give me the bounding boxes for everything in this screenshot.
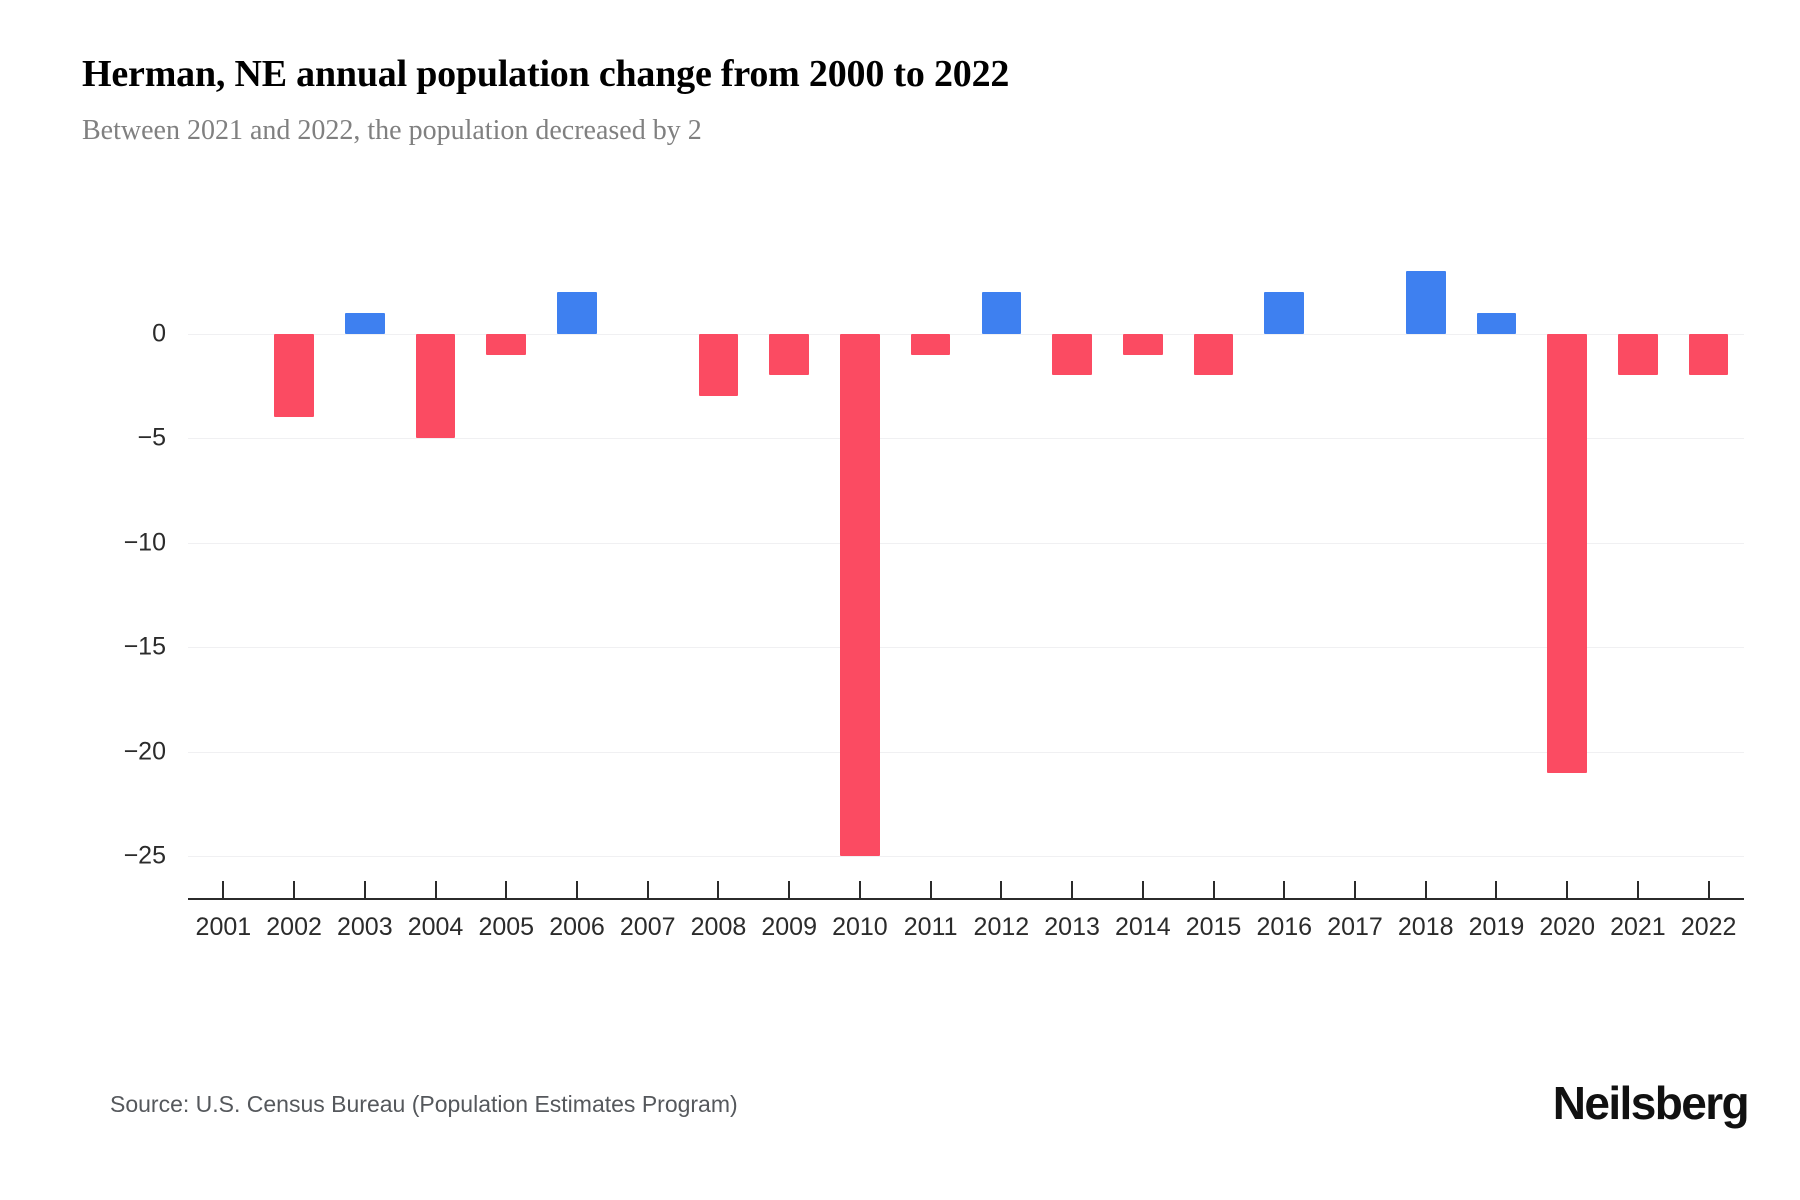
x-axis-tick-2015 [1212,881,1215,898]
y-axis-tick-label: −5 [137,423,166,452]
bar-2009[interactable] [769,333,809,376]
chart-header: Herman, NE annual population change from… [82,50,1722,150]
x-axis-tick-label-2003: 2003 [337,913,393,941]
y-axis-tick-label: −15 [123,632,166,661]
y-axis-tick-label: 0 [152,319,166,348]
bar-2016[interactable] [1264,291,1305,334]
bar-2005[interactable] [486,333,527,355]
x-axis-tick-2002 [293,881,296,898]
bar-2002[interactable] [274,333,314,418]
bar-2018[interactable] [1405,270,1446,334]
x-axis-tick-2004 [434,881,437,898]
x-axis-tick-2011 [929,881,932,898]
bar-2020[interactable] [1547,333,1587,773]
bar-2019[interactable] [1476,312,1517,334]
x-axis-tick-2018 [1424,881,1427,898]
page-title: Herman, NE annual population change from… [82,53,1010,95]
x-axis-tick-2008 [717,881,720,898]
x-axis-tick-label-2002: 2002 [266,913,322,941]
x-axis-tick-2019 [1495,881,1498,898]
bar-2011[interactable] [910,333,951,355]
x-axis-tick-label-2017: 2017 [1327,913,1383,941]
bar-2003[interactable] [345,312,385,334]
bar-2022[interactable] [1688,333,1729,376]
x-axis-tick-label-2016: 2016 [1256,913,1313,941]
neilsberg-logo: Neilsberg [1552,1077,1750,1129]
gridline--5 [188,438,1744,440]
y-axis-tick-label: −25 [123,841,166,870]
x-axis-tick-label-2018: 2018 [1397,913,1454,941]
x-axis-tick-label-2004: 2004 [407,913,464,941]
gridline--10 [188,542,1744,544]
x-axis-line [188,898,1744,900]
x-axis-tick-label-2006: 2006 [549,913,605,941]
x-axis-tick-2017 [1354,881,1356,898]
x-axis-tick-label-2014: 2014 [1115,913,1171,941]
gridline--25 [188,856,1744,858]
x-axis-tick-2012 [1000,881,1003,898]
x-axis-tick-2013 [1071,881,1074,898]
x-axis-tick-2016 [1283,881,1286,898]
x-axis-tick-2022 [1707,881,1710,898]
y-axis-tick-label: −20 [123,737,166,766]
x-axis-tick-label-2008: 2008 [690,913,747,941]
gridline--20 [188,751,1744,753]
gridline-0 [188,333,1744,335]
x-axis-tick-label-2019: 2019 [1468,913,1525,941]
x-axis-tick-label-2021: 2021 [1610,913,1666,941]
bar-2012[interactable] [981,291,1022,334]
bar-2013[interactable] [1052,333,1092,376]
bar-2021[interactable] [1618,333,1658,376]
x-axis-tick-label-2011: 2011 [903,913,958,941]
x-axis-tick-label-2005: 2005 [478,913,535,941]
bar-2010[interactable] [840,333,880,857]
bar-2008[interactable] [698,333,739,397]
bars-group [188,250,1744,898]
x-axis-tick-label-2007: 2007 [619,913,676,941]
x-axis-tick-2010 [858,881,861,898]
x-axis-tick-label-2012: 2012 [973,913,1030,941]
x-axis-tick-label-2015: 2015 [1185,913,1242,941]
x-axis-tick-2020 [1566,881,1569,898]
x-axis-tick-2014 [1141,881,1144,898]
x-axis-tick-2007 [646,881,649,898]
source-note: Source: U.S. Census Bureau (Population E… [110,1091,738,1117]
chart-subtitle: Between 2021 and 2022, the population de… [82,115,702,146]
x-axis-tick-label-2013: 2013 [1044,913,1100,941]
y-axis-tick-label: −10 [123,528,166,557]
x-axis-tick-2021 [1636,881,1639,898]
bar-2006[interactable] [557,291,597,334]
x-axis-tick-label-2022: 2022 [1680,913,1737,941]
x-axis-tick-label-2010: 2010 [832,913,888,941]
x-axis-tick-label-2001: 2001 [195,913,252,941]
gridline--15 [188,647,1744,649]
bar-2015[interactable] [1193,333,1234,376]
x-axis-tick-2006 [576,881,578,898]
bar-2004[interactable] [415,333,456,439]
x-axis-tick-2001 [222,881,225,898]
x-axis-tick-label-2020: 2020 [1539,913,1595,941]
bar-2014[interactable] [1123,333,1163,355]
plot-canvas: 0 −5 −10 −15 −20 −25 [124,250,1744,898]
x-axis-tick-2003 [363,881,366,898]
x-axis-tick-2005 [505,881,508,898]
x-axis-tick-label-2009: 2009 [761,913,817,941]
x-axis-tick-2009 [788,881,791,898]
